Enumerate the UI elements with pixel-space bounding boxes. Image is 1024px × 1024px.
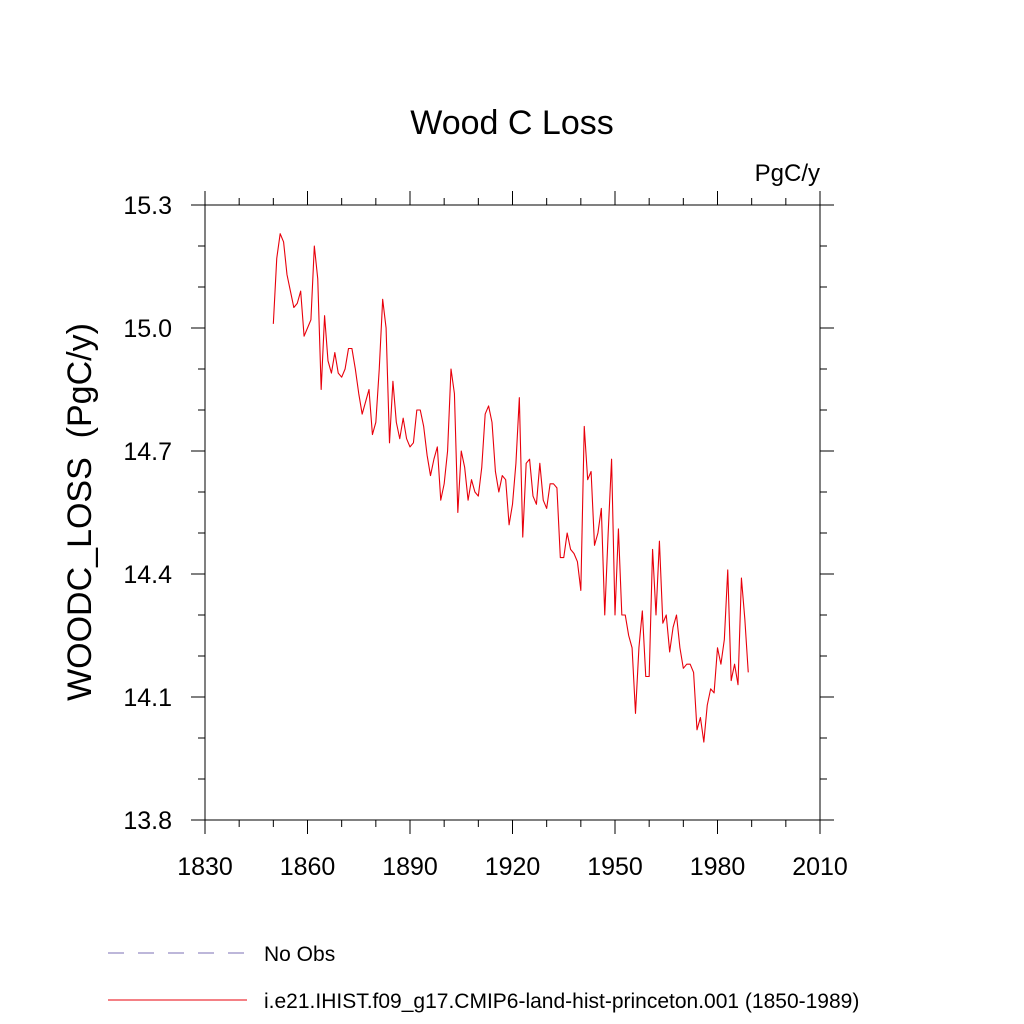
- y-axis-label: WOODC_LOSS (PgC/y): [61, 323, 99, 701]
- axis-ticks: [191, 191, 834, 834]
- chart-title: Wood C Loss: [410, 104, 613, 142]
- units-label: PgC/y: [755, 160, 820, 187]
- y-tick-label: 15.3: [123, 192, 172, 220]
- x-tick-label: 2010: [792, 853, 848, 881]
- x-tick-label: 1890: [382, 853, 438, 881]
- x-tick-label: 1980: [690, 853, 746, 881]
- x-tick-label: 1920: [485, 853, 541, 881]
- legend-label: i.e21.IHIST.f09_g17.CMIP6-land-hist-prin…: [264, 990, 859, 1013]
- tick-labels: 1830 1860 1890 1920 1950 1980 2010 13.8 14.1 14.4…: [123, 192, 847, 881]
- legend: No Obs i.e21.IHIST.f09_g17.CMIP6-land-his…: [108, 943, 859, 1013]
- y-tick-label: 14.1: [123, 684, 172, 712]
- y-tick-label: 15.0: [123, 315, 172, 343]
- y-tick-label: 14.7: [123, 438, 172, 466]
- y-tick-label: 14.4: [123, 561, 172, 589]
- legend-label: No Obs: [264, 943, 335, 966]
- x-tick-label: 1830: [177, 853, 233, 881]
- y-tick-label: 13.8: [123, 807, 172, 835]
- series-line: [272, 233, 749, 743]
- plot-frame: [204, 204, 821, 821]
- x-tick-label: 1860: [280, 853, 336, 881]
- x-tick-label: 1950: [587, 853, 643, 881]
- series-layer: [272, 233, 749, 743]
